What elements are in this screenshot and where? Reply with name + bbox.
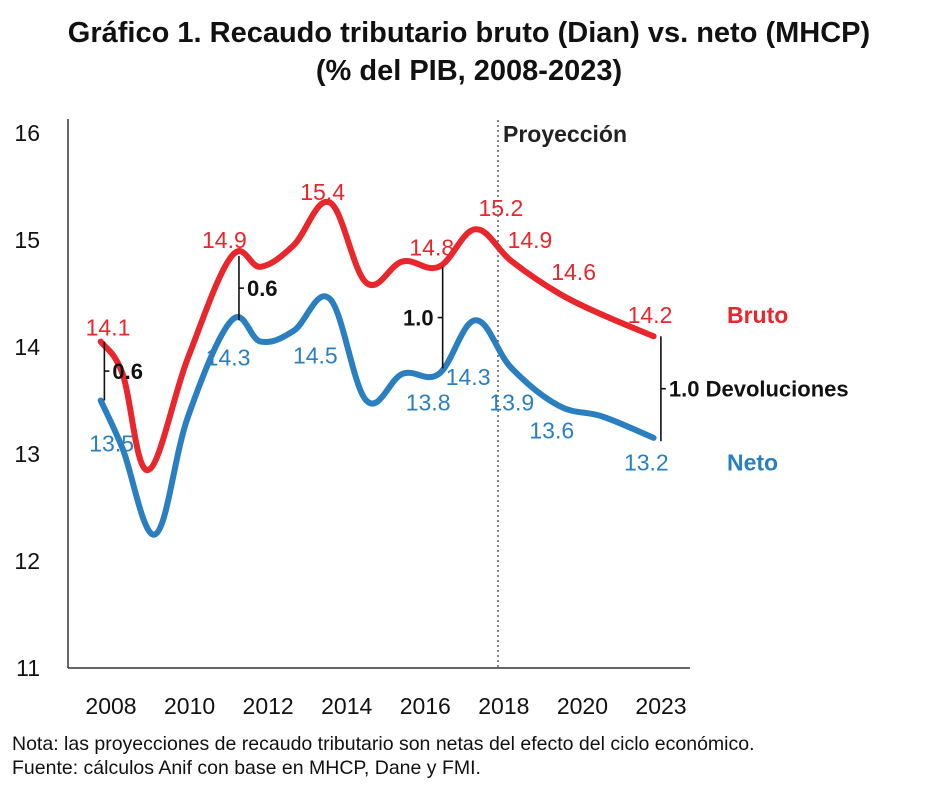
gap-label: 0.6 <box>247 276 278 301</box>
gap-label: 1.0 Devoluciones <box>669 377 849 402</box>
x-tick-label: 2016 <box>400 693 451 719</box>
data-label-bruto: 15.4 <box>300 179 345 205</box>
chart-title-line-2: (% del PIB, 2008-2023) <box>315 55 623 87</box>
series-line-bruto <box>97 198 657 474</box>
data-label-neto: 13.6 <box>529 417 574 443</box>
data-label-neto: 13.8 <box>406 390 451 416</box>
chart-notes: Nota: las proyecciones de recaudo tribut… <box>12 732 755 780</box>
data-label-neto: 13.5 <box>89 430 134 456</box>
series-line-neto <box>97 293 657 538</box>
chart-title: Gráfico 1. Recaudo tributario bruto (Dia… <box>0 14 938 90</box>
data-label-neto: 13.9 <box>489 390 534 416</box>
gap-label: 1.0 <box>403 306 434 331</box>
y-tick-label: 12 <box>14 548 40 574</box>
data-labels: 14.1 14.9 15.4 14.8 15.2 14.9 14.6 14.2 13.5 14.3… <box>86 179 789 476</box>
x-tick-label: 2023 <box>635 693 686 719</box>
data-label-bruto: 15.2 <box>478 195 523 221</box>
x-tick-label: 2012 <box>243 693 294 719</box>
data-label-neto: 14.3 <box>206 345 251 371</box>
data-label-bruto: 14.1 <box>86 315 131 341</box>
data-label-bruto: 14.8 <box>409 234 454 260</box>
y-tick-label: 13 <box>14 441 40 467</box>
series-name-bruto: Bruto <box>727 302 788 328</box>
chart-source: Fuente: cálculos Anif con base en MHCP, … <box>12 757 481 779</box>
x-tick-label: 2010 <box>164 693 215 719</box>
x-tick-label: 2008 <box>85 693 136 719</box>
x-tick-label: 2018 <box>478 693 529 719</box>
y-tick-label: 15 <box>14 227 40 253</box>
chart-note: Nota: las proyecciones de recaudo tribut… <box>12 733 755 755</box>
data-label-bruto: 14.2 <box>628 302 673 328</box>
projection-label: Proyección <box>503 121 627 147</box>
series-layer <box>97 198 657 538</box>
gap-label: 0.6 <box>112 359 143 384</box>
chart-axes: 11 12 13 14 15 16 2008 2010 2012 2014 2016 2018 2020… <box>14 119 690 719</box>
data-label-neto: 14.5 <box>293 343 338 369</box>
y-tick-label: 14 <box>14 334 40 360</box>
x-tick-label: 2014 <box>321 693 372 719</box>
x-tick-label: 2020 <box>557 693 608 719</box>
series-name-neto: Neto <box>727 450 778 476</box>
data-label-neto: 13.2 <box>624 450 669 476</box>
data-label-bruto: 14.9 <box>202 227 247 253</box>
line-chart: 11 12 13 14 15 16 2008 2010 2012 2014 2016 2018 2020… <box>14 119 849 719</box>
y-tick-label: 16 <box>14 120 40 146</box>
data-label-bruto: 14.9 <box>508 227 553 253</box>
gap-brackets: 0.6 0.6 1.0 1.0 Devoluciones <box>103 256 849 442</box>
chart-title-line-1: Gráfico 1. Recaudo tributario bruto (Dia… <box>67 17 871 49</box>
data-label-bruto: 14.6 <box>551 259 596 285</box>
data-label-neto: 14.3 <box>446 364 491 390</box>
y-tick-label: 11 <box>16 655 40 681</box>
